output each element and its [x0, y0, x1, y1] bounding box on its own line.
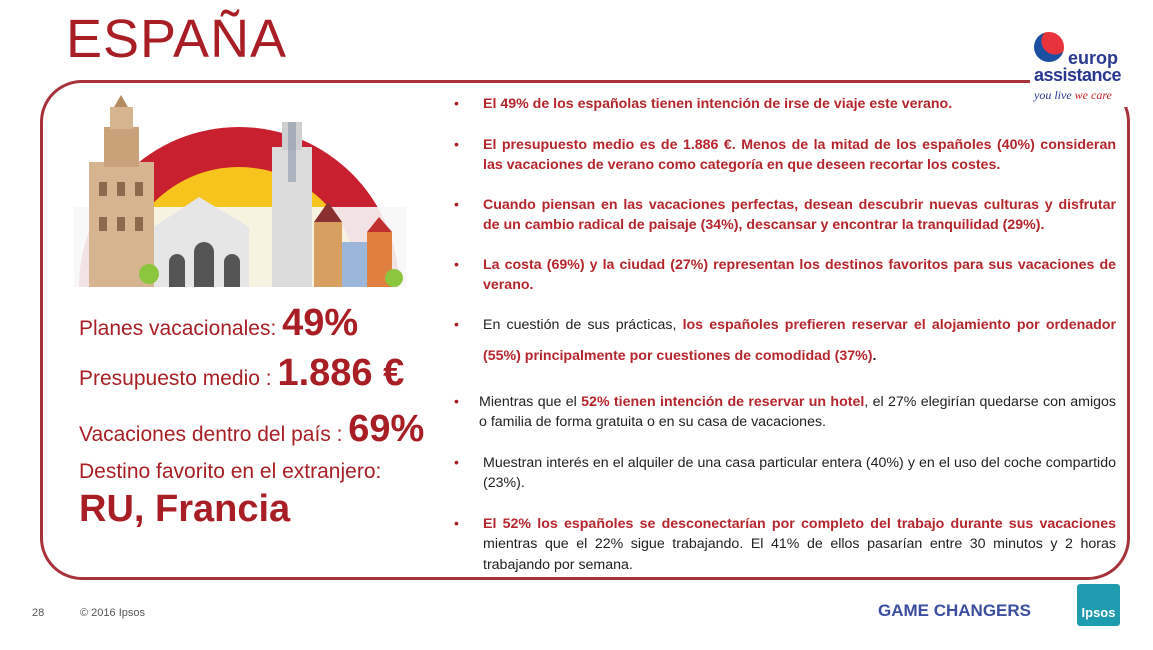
stat-domestic-vacations: Vacaciones dentro del país : 69%	[79, 408, 425, 450]
bullet-item: Muestran interés en el alquiler de una c…	[452, 453, 1116, 494]
copyright: © 2016 Ipsos	[80, 607, 145, 619]
logo-text: assistance	[1034, 65, 1122, 85]
bullet-item: El 52% los españoles se desconectarían p…	[452, 514, 1116, 576]
logo-globe-icon	[1034, 32, 1064, 62]
bullet-item: El presupuesto medio es de 1.886 €. Meno…	[452, 135, 1116, 176]
spain-landmarks-illustration	[74, 95, 406, 287]
game-changers-tagline: GAME CHANGERS	[878, 601, 1032, 620]
bullet-item: Mientras que el 52% tienen intención de …	[452, 392, 1116, 433]
bullet-item: En cuestión de sus prácticas, los españo…	[452, 310, 1116, 372]
content-frame	[40, 80, 1130, 580]
stat-favorite-destination-value: RU, Francia	[79, 488, 291, 530]
bullet-item: Cuando piensan en las vacaciones perfect…	[452, 195, 1116, 236]
ipsos-logo: Ipsos	[1077, 584, 1120, 626]
bullet-item: El 49% de los españolas tienen intención…	[452, 94, 1116, 115]
page-number: 28	[32, 607, 45, 619]
logo-text: europ	[1068, 48, 1119, 68]
key-findings-list: El 49% de los españolas tienen intención…	[452, 94, 1116, 575]
stat-average-budget: Presupuesto medio : 1.886 €	[79, 352, 405, 394]
bullet-item: La costa (69%) y la ciudad (27%) represe…	[452, 255, 1116, 296]
stat-favorite-destination-label: Destino favorito en el extranjero:	[79, 460, 382, 483]
stat-vacation-plans: Planes vacacionales: 49%	[79, 302, 359, 344]
slide-title: ESPAÑA	[66, 9, 288, 69]
